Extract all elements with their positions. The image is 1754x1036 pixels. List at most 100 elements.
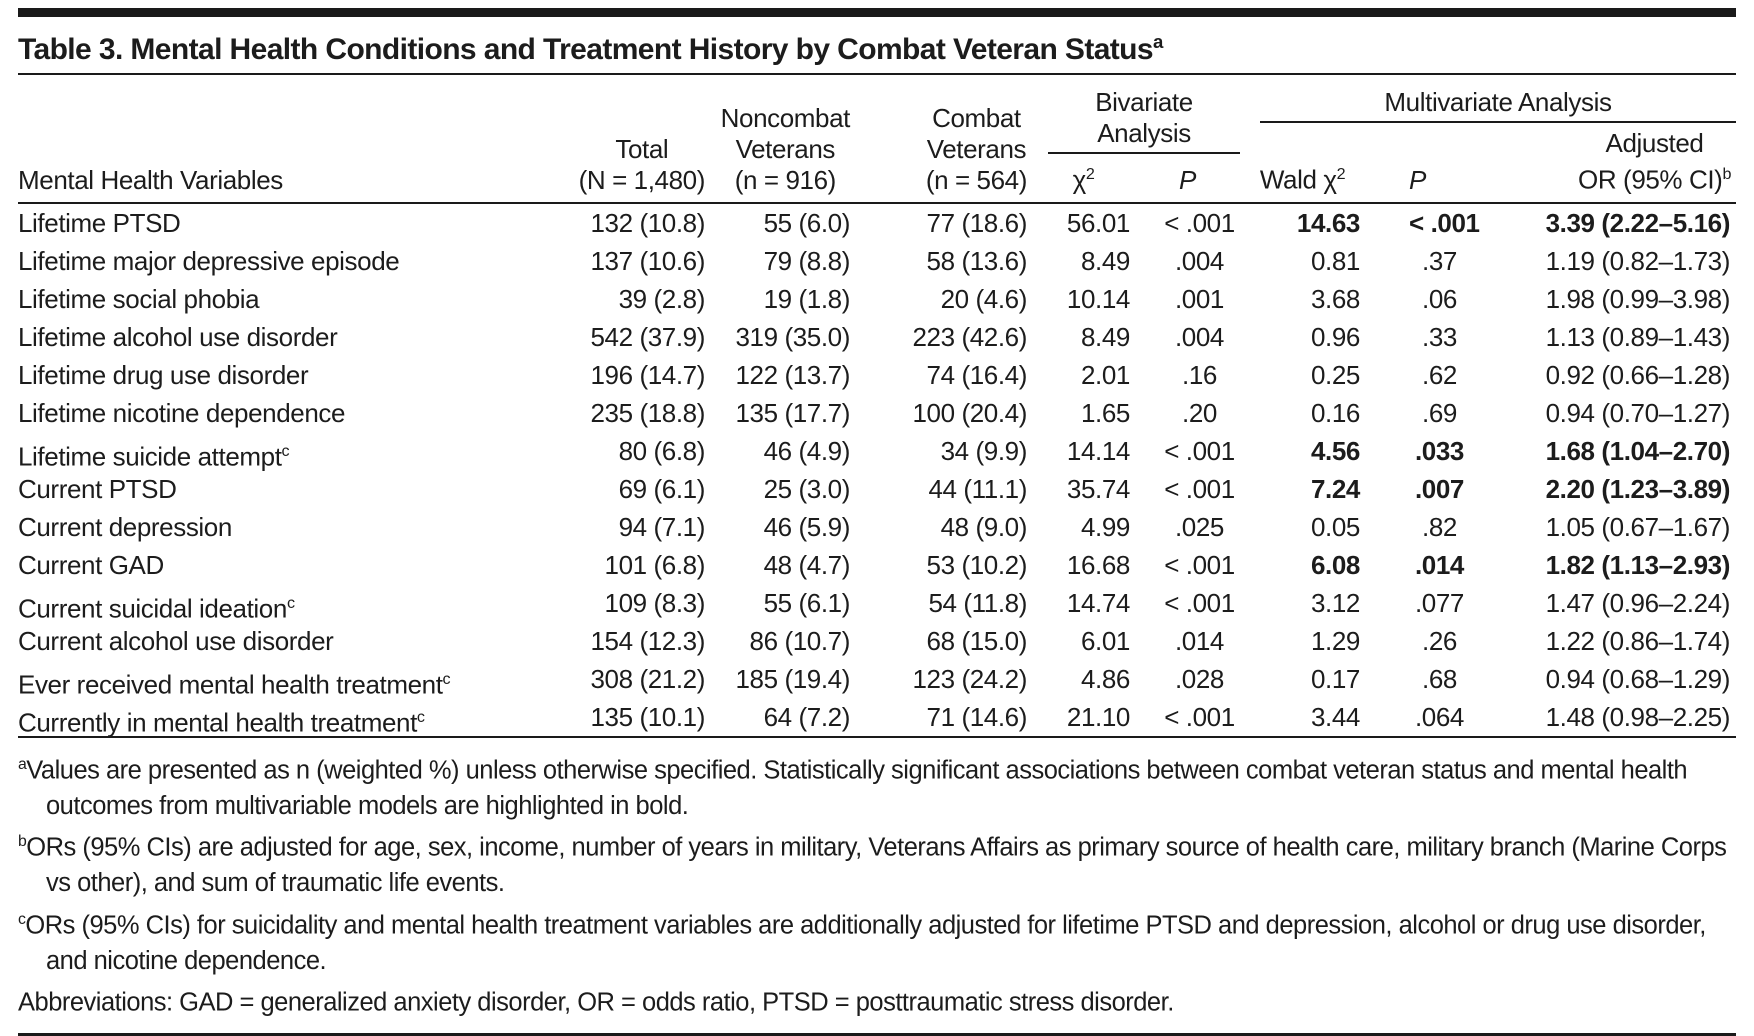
cell-wald-chi2: 14.63 xyxy=(1296,207,1360,238)
column-header-adjusted-or: Adjusted OR (95% CI)b xyxy=(1470,128,1736,196)
cell-p-bivariate: .028 xyxy=(1174,663,1224,694)
cell-p-multivariate: .33 xyxy=(1422,321,1457,352)
cell-chi2: 8.49 xyxy=(1080,245,1130,276)
cell-noncombat: 19 (1.8) xyxy=(763,283,851,314)
cell-variable: Lifetime drug use disorder xyxy=(18,359,309,390)
cell-p-bivariate: < .001 xyxy=(1164,207,1235,238)
cell-combat: 44 (11.1) xyxy=(928,473,1027,504)
table-title-text: Table 3. Mental Health Conditions and Tr… xyxy=(18,33,1154,66)
cell-combat: 77 (18.6) xyxy=(926,207,1028,238)
cell-chi2: 16.68 xyxy=(1066,549,1130,580)
cell-p-multivariate: .064 xyxy=(1414,701,1464,732)
cell-p-multivariate: .82 xyxy=(1422,511,1457,542)
cell-total: 308 (21.2) xyxy=(590,663,705,694)
noncombat-line1: Noncombat xyxy=(720,102,851,133)
cell-adjusted-or: 0.92 (0.66–1.28) xyxy=(1545,359,1731,390)
cell-chi2: 14.14 xyxy=(1066,435,1130,466)
cell-wald-chi2: 1.29 xyxy=(1310,625,1360,656)
cell-p-bivariate: .014 xyxy=(1174,625,1224,656)
table-row: Lifetime alcohol use disorder 542 (37.9) 3… xyxy=(18,318,1736,356)
cell-combat: 223 (42.6) xyxy=(912,321,1027,352)
cell-p-multivariate: .014 xyxy=(1414,549,1464,580)
cell-total: 542 (37.9) xyxy=(590,321,705,352)
cell-p-multivariate: < .001 xyxy=(1409,207,1480,238)
bivariate-group-title: Bivariate Analysis xyxy=(1048,87,1240,154)
cell-combat: 71 (14.6) xyxy=(926,701,1028,732)
cell-noncombat: 48 (4.7) xyxy=(763,549,851,580)
cell-total: 39 (2.8) xyxy=(618,283,706,314)
total-line2: (N = 1,480) xyxy=(578,164,706,195)
table-row: Lifetime drug use disorder 196 (14.7) 122 … xyxy=(18,356,1736,394)
column-header-wald-chi2: Wald χ2 xyxy=(1259,164,1346,195)
table-body: Lifetime PTSD 132 (10.8) 55 (6.0) 77 (18.6)… xyxy=(18,204,1736,738)
cell-chi2: 6.01 xyxy=(1080,625,1130,656)
bivariate-title-line2: Analysis xyxy=(1097,118,1191,148)
cell-noncombat: 25 (3.0) xyxy=(763,473,851,504)
cell-p-multivariate: .06 xyxy=(1422,283,1457,314)
cell-chi2: 56.01 xyxy=(1066,207,1130,238)
cell-total: 154 (12.3) xyxy=(590,625,705,656)
cell-chi2: 14.74 xyxy=(1066,587,1130,618)
cell-total: 196 (14.7) xyxy=(590,359,705,390)
table-row: Lifetime nicotine dependence 235 (18.8) 13… xyxy=(18,394,1736,432)
cell-adjusted-or: 3.39 (2.22–5.16) xyxy=(1545,207,1731,238)
cell-wald-chi2: 0.17 xyxy=(1310,663,1360,694)
cell-p-bivariate: < .001 xyxy=(1164,549,1235,580)
cell-adjusted-or: 1.68 (1.04–2.70) xyxy=(1545,435,1731,466)
top-rule xyxy=(18,8,1736,17)
cell-p-bivariate: < .001 xyxy=(1164,587,1235,618)
cell-p-multivariate: .26 xyxy=(1422,625,1457,656)
cell-variable: Ever received mental health treatmentc xyxy=(18,669,451,700)
cell-noncombat: 319 (35.0) xyxy=(735,321,850,352)
cell-variable: Lifetime PTSD xyxy=(18,207,181,238)
cell-adjusted-or: 1.47 (0.96–2.24) xyxy=(1545,587,1731,618)
cell-wald-chi2: 6.08 xyxy=(1310,549,1360,580)
cell-chi2: 1.65 xyxy=(1080,397,1130,428)
cell-wald-chi2: 0.16 xyxy=(1310,397,1360,428)
cell-p-multivariate: .007 xyxy=(1414,473,1464,504)
cell-chi2: 21.10 xyxy=(1066,701,1130,732)
column-header-chi2: χ2 xyxy=(1072,164,1095,195)
table-title-footnote-marker: a xyxy=(1153,31,1163,52)
cell-p-multivariate: .033 xyxy=(1414,435,1464,466)
cell-p-multivariate: .68 xyxy=(1422,663,1457,694)
cell-variable: Lifetime alcohol use disorder xyxy=(18,321,338,352)
cell-combat: 54 (11.8) xyxy=(928,587,1027,618)
cell-adjusted-or: 1.98 (0.99–3.98) xyxy=(1545,283,1731,314)
cell-total: 132 (10.8) xyxy=(590,207,705,238)
table-row: Lifetime social phobia 39 (2.8) 19 (1.8) 20… xyxy=(18,280,1736,318)
cell-p-multivariate: .69 xyxy=(1422,397,1457,428)
cell-p-bivariate: < .001 xyxy=(1164,435,1235,466)
cell-combat: 100 (20.4) xyxy=(912,397,1027,428)
cell-noncombat: 55 (6.1) xyxy=(763,587,851,618)
table-row: Current alcohol use disorder 154 (12.3) 86… xyxy=(18,622,1736,660)
column-header-p-multivariate: P xyxy=(1409,164,1426,195)
cell-wald-chi2: 0.05 xyxy=(1310,511,1360,542)
cell-chi2: 8.49 xyxy=(1080,321,1130,352)
cell-total: 135 (10.1) xyxy=(590,701,705,732)
cell-total: 80 (6.8) xyxy=(618,435,706,466)
table-row: Current GAD 101 (6.8) 48 (4.7) 53 (10.2) 16.… xyxy=(18,546,1736,584)
cell-variable: Lifetime nicotine dependence xyxy=(18,397,346,428)
combat-line3: (n = 564) xyxy=(925,164,1028,195)
cell-noncombat: 86 (10.7) xyxy=(749,625,851,656)
cell-noncombat: 46 (4.9) xyxy=(763,435,851,466)
cell-combat: 58 (13.6) xyxy=(926,245,1028,276)
cell-noncombat: 55 (6.0) xyxy=(763,207,851,238)
cell-adjusted-or: 1.05 (0.67–1.67) xyxy=(1545,511,1731,542)
footnote-b: bORs (95% CIs) are adjusted for age, sex… xyxy=(18,833,1727,898)
cell-p-bivariate: .004 xyxy=(1174,321,1224,352)
cell-noncombat: 135 (17.7) xyxy=(735,397,850,428)
bivariate-title-line1: Bivariate xyxy=(1095,87,1193,117)
table-row: Lifetime major depressive episode 137 (10… xyxy=(18,242,1736,280)
cell-p-multivariate: .37 xyxy=(1422,245,1457,276)
cell-total: 94 (7.1) xyxy=(618,511,706,542)
cell-variable: Lifetime major depressive episode xyxy=(18,245,400,276)
cell-wald-chi2: 4.56 xyxy=(1310,435,1360,466)
cell-p-bivariate: .025 xyxy=(1174,511,1224,542)
cell-p-bivariate: .16 xyxy=(1182,359,1217,390)
cell-wald-chi2: 3.44 xyxy=(1310,701,1360,732)
cell-chi2: 10.14 xyxy=(1066,283,1130,314)
table-row: Currently in mental health treatmentc 135… xyxy=(18,698,1736,738)
